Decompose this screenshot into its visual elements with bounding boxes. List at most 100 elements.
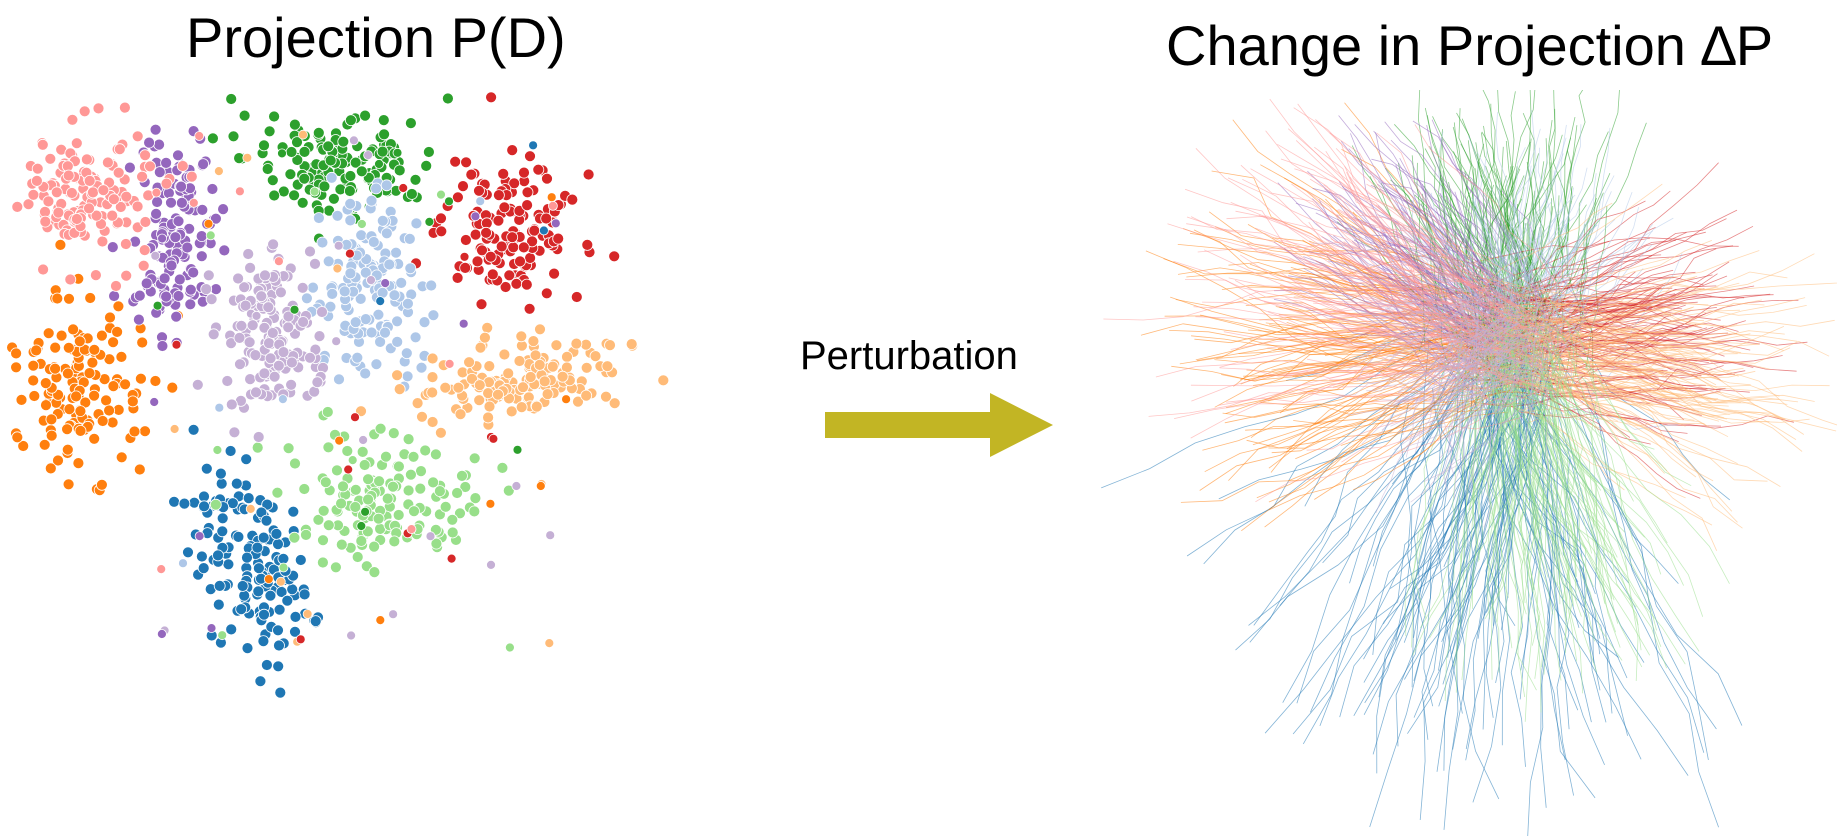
scatter-point [136,336,149,349]
scatter-outlier-point [278,562,289,573]
scatter-point [291,136,303,148]
trail-line [1524,380,1560,722]
scatter-point [27,359,40,372]
cluster-points-4 [106,123,231,352]
scatter-point [411,397,424,410]
scatter-point [264,352,277,365]
scatter-point [136,170,149,183]
trail-line [1551,131,1609,331]
scatter-point [402,433,415,446]
scatter-point [344,214,357,227]
scatter-point [264,589,277,602]
scatter-point [263,125,276,138]
scatter-point [112,300,125,313]
trail-line [1526,224,1598,297]
scatter-point [427,309,440,322]
scatter-outlier-point [388,609,399,620]
scatter-point [249,349,262,362]
scatter-point [425,279,438,292]
trail-line [1468,135,1508,317]
scatter-point [28,390,41,402]
trail-line [1492,323,1779,404]
scatter-point [137,259,150,272]
trail-line [1547,340,1639,626]
scatter-point [439,381,452,394]
trail-line [1173,260,1449,349]
scatter-point [213,580,226,592]
scatter-point [274,686,287,699]
trail-line [1381,349,1502,380]
scatter-point [228,426,241,439]
scatter-point [541,388,554,401]
scatter-point [304,245,316,258]
scatter-point [527,335,540,348]
scatter-point [420,160,433,172]
scatter-point [392,509,405,521]
scatter-outlier-point [150,250,161,261]
scatter-point [272,359,285,372]
scatter-point [257,635,270,647]
scatter-outlier-point [486,559,496,570]
trail-line [1444,341,1554,439]
scatter-point [205,293,218,306]
scatter-point [289,457,301,470]
scatter-point [178,497,191,510]
scatter-point [492,189,505,201]
scatter-outlier-point [333,240,344,251]
scatter-point [285,356,298,369]
scatter-point [589,350,602,363]
trail-line [1538,234,1561,333]
trail-line [1197,241,1477,288]
trail-line [1509,366,1571,432]
scatter-point [244,261,257,274]
scatter-point [251,541,264,554]
scatter-point [139,149,152,162]
scatter-point [570,291,583,303]
scatter-point [62,367,74,380]
scatter-point [255,290,268,303]
scatter-point [517,241,530,254]
trail-line [1369,321,1468,327]
scatter-point [513,355,526,367]
scatter-point [120,238,132,250]
trail-line [1438,339,1538,398]
trail-line [1532,326,1785,391]
scatter-point [581,238,594,251]
trail-line [1444,356,1498,485]
scatter-point [456,469,468,482]
scatter-point [335,497,348,510]
scatter-point [44,152,57,165]
trail-line [1514,204,1531,307]
perturbation-arrow [825,393,1053,457]
trail-line [1528,271,1539,405]
trail-line [1513,301,1687,315]
trail-line [1495,112,1531,291]
scatter-outlier-point [156,564,167,575]
scatter-point [435,225,448,238]
scatter-point [391,315,404,328]
scatter-point [113,143,126,156]
scatter-point [96,329,108,342]
scatter-point [515,330,528,343]
scatter-point [365,326,378,339]
trail-line [1306,358,1481,388]
scatter-point [418,316,431,329]
scatter-point [333,373,345,386]
scatter-point [198,490,210,503]
scatter-point [149,375,162,387]
scatter-outlier-point [425,531,436,542]
trail-line [1483,375,1505,528]
trail-line [1479,277,1705,322]
trail-line [1465,330,1515,548]
scatter-point [206,132,219,145]
scatter-point [52,454,64,467]
scatter-point [160,157,173,169]
scatter-point [30,344,43,357]
scatter-point [319,476,332,489]
scatter-point [17,440,30,452]
scatter-point [322,255,335,268]
scatter-point [532,163,545,176]
scatter-outlier-point [212,445,223,455]
scatter-point [42,195,55,208]
trail-line [1506,190,1564,335]
